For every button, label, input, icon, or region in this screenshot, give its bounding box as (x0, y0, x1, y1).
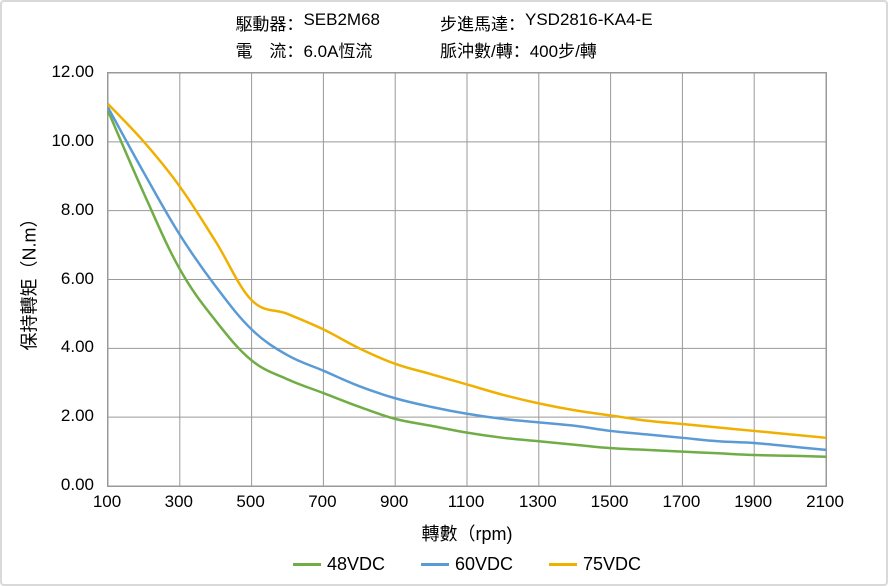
legend-swatch (421, 563, 449, 566)
x-tick-label: 1700 (662, 492, 700, 512)
x-tick-label: 1300 (519, 492, 557, 512)
header-driver-key: 駆動器： (235, 10, 303, 35)
legend-item: 75VDC (549, 554, 641, 575)
y-tick-label: 0.00 (61, 475, 94, 495)
header-motor-value: YSD2816-KA4-E (525, 10, 653, 35)
y-tick-label: 8.00 (61, 200, 94, 220)
chart-frame: 駆動器： SEB2M68 步進馬達： YSD2816-KA4-E 電 流： 6.… (0, 0, 888, 586)
x-tick-label: 700 (308, 492, 336, 512)
header-motor-key: 步進馬達： (440, 10, 525, 35)
header-current-key: 電 流： (235, 37, 303, 62)
y-tick-label: 6.00 (61, 269, 94, 289)
header-pulses: 脈沖數/轉： 400步/轉 (440, 37, 653, 62)
legend-swatch (549, 563, 577, 566)
x-tick-label: 500 (236, 492, 264, 512)
legend-label: 75VDC (583, 554, 641, 575)
x-tick-label: 1900 (734, 492, 772, 512)
x-axis-label: 轉數（rpm) (107, 520, 827, 546)
header-driver: 駆動器： SEB2M68 (235, 10, 380, 35)
y-tick-label: 10.00 (51, 131, 94, 151)
x-axis-ticks: 100300500700900110013001500170019002100 (107, 492, 827, 516)
x-tick-label: 1500 (591, 492, 629, 512)
x-tick-label: 2100 (806, 492, 844, 512)
y-tick-label: 2.00 (61, 406, 94, 426)
x-tick-label: 1100 (448, 492, 485, 512)
x-tick-label: 900 (380, 492, 408, 512)
header-driver-value: SEB2M68 (303, 10, 380, 35)
header-current: 電 流： 6.0A恆流 (235, 37, 380, 62)
legend-item: 60VDC (421, 554, 513, 575)
y-tick-label: 4.00 (61, 337, 94, 357)
legend-label: 60VDC (455, 554, 513, 575)
chart-header: 駆動器： SEB2M68 步進馬達： YSD2816-KA4-E 電 流： 6.… (2, 10, 886, 62)
legend-label: 48VDC (327, 554, 385, 575)
header-pulses-key: 脈沖數/轉： (440, 37, 530, 62)
y-axis-ticks: 0.002.004.006.008.0010.0012.00 (2, 72, 102, 487)
legend-item: 48VDC (293, 554, 385, 575)
legend-swatch (293, 563, 321, 566)
chart-svg (108, 73, 826, 486)
plot-area (107, 72, 827, 487)
header-motor: 步進馬達： YSD2816-KA4-E (440, 10, 653, 35)
legend: 48VDC 60VDC 75VDC (107, 550, 827, 575)
header-pulses-value: 400步/轉 (530, 37, 597, 62)
header-current-value: 6.0A恆流 (303, 37, 372, 62)
y-tick-label: 12.00 (51, 62, 94, 82)
x-tick-label: 100 (93, 492, 121, 512)
x-tick-label: 300 (165, 492, 193, 512)
header-grid: 駆動器： SEB2M68 步進馬達： YSD2816-KA4-E 電 流： 6.… (235, 10, 652, 62)
